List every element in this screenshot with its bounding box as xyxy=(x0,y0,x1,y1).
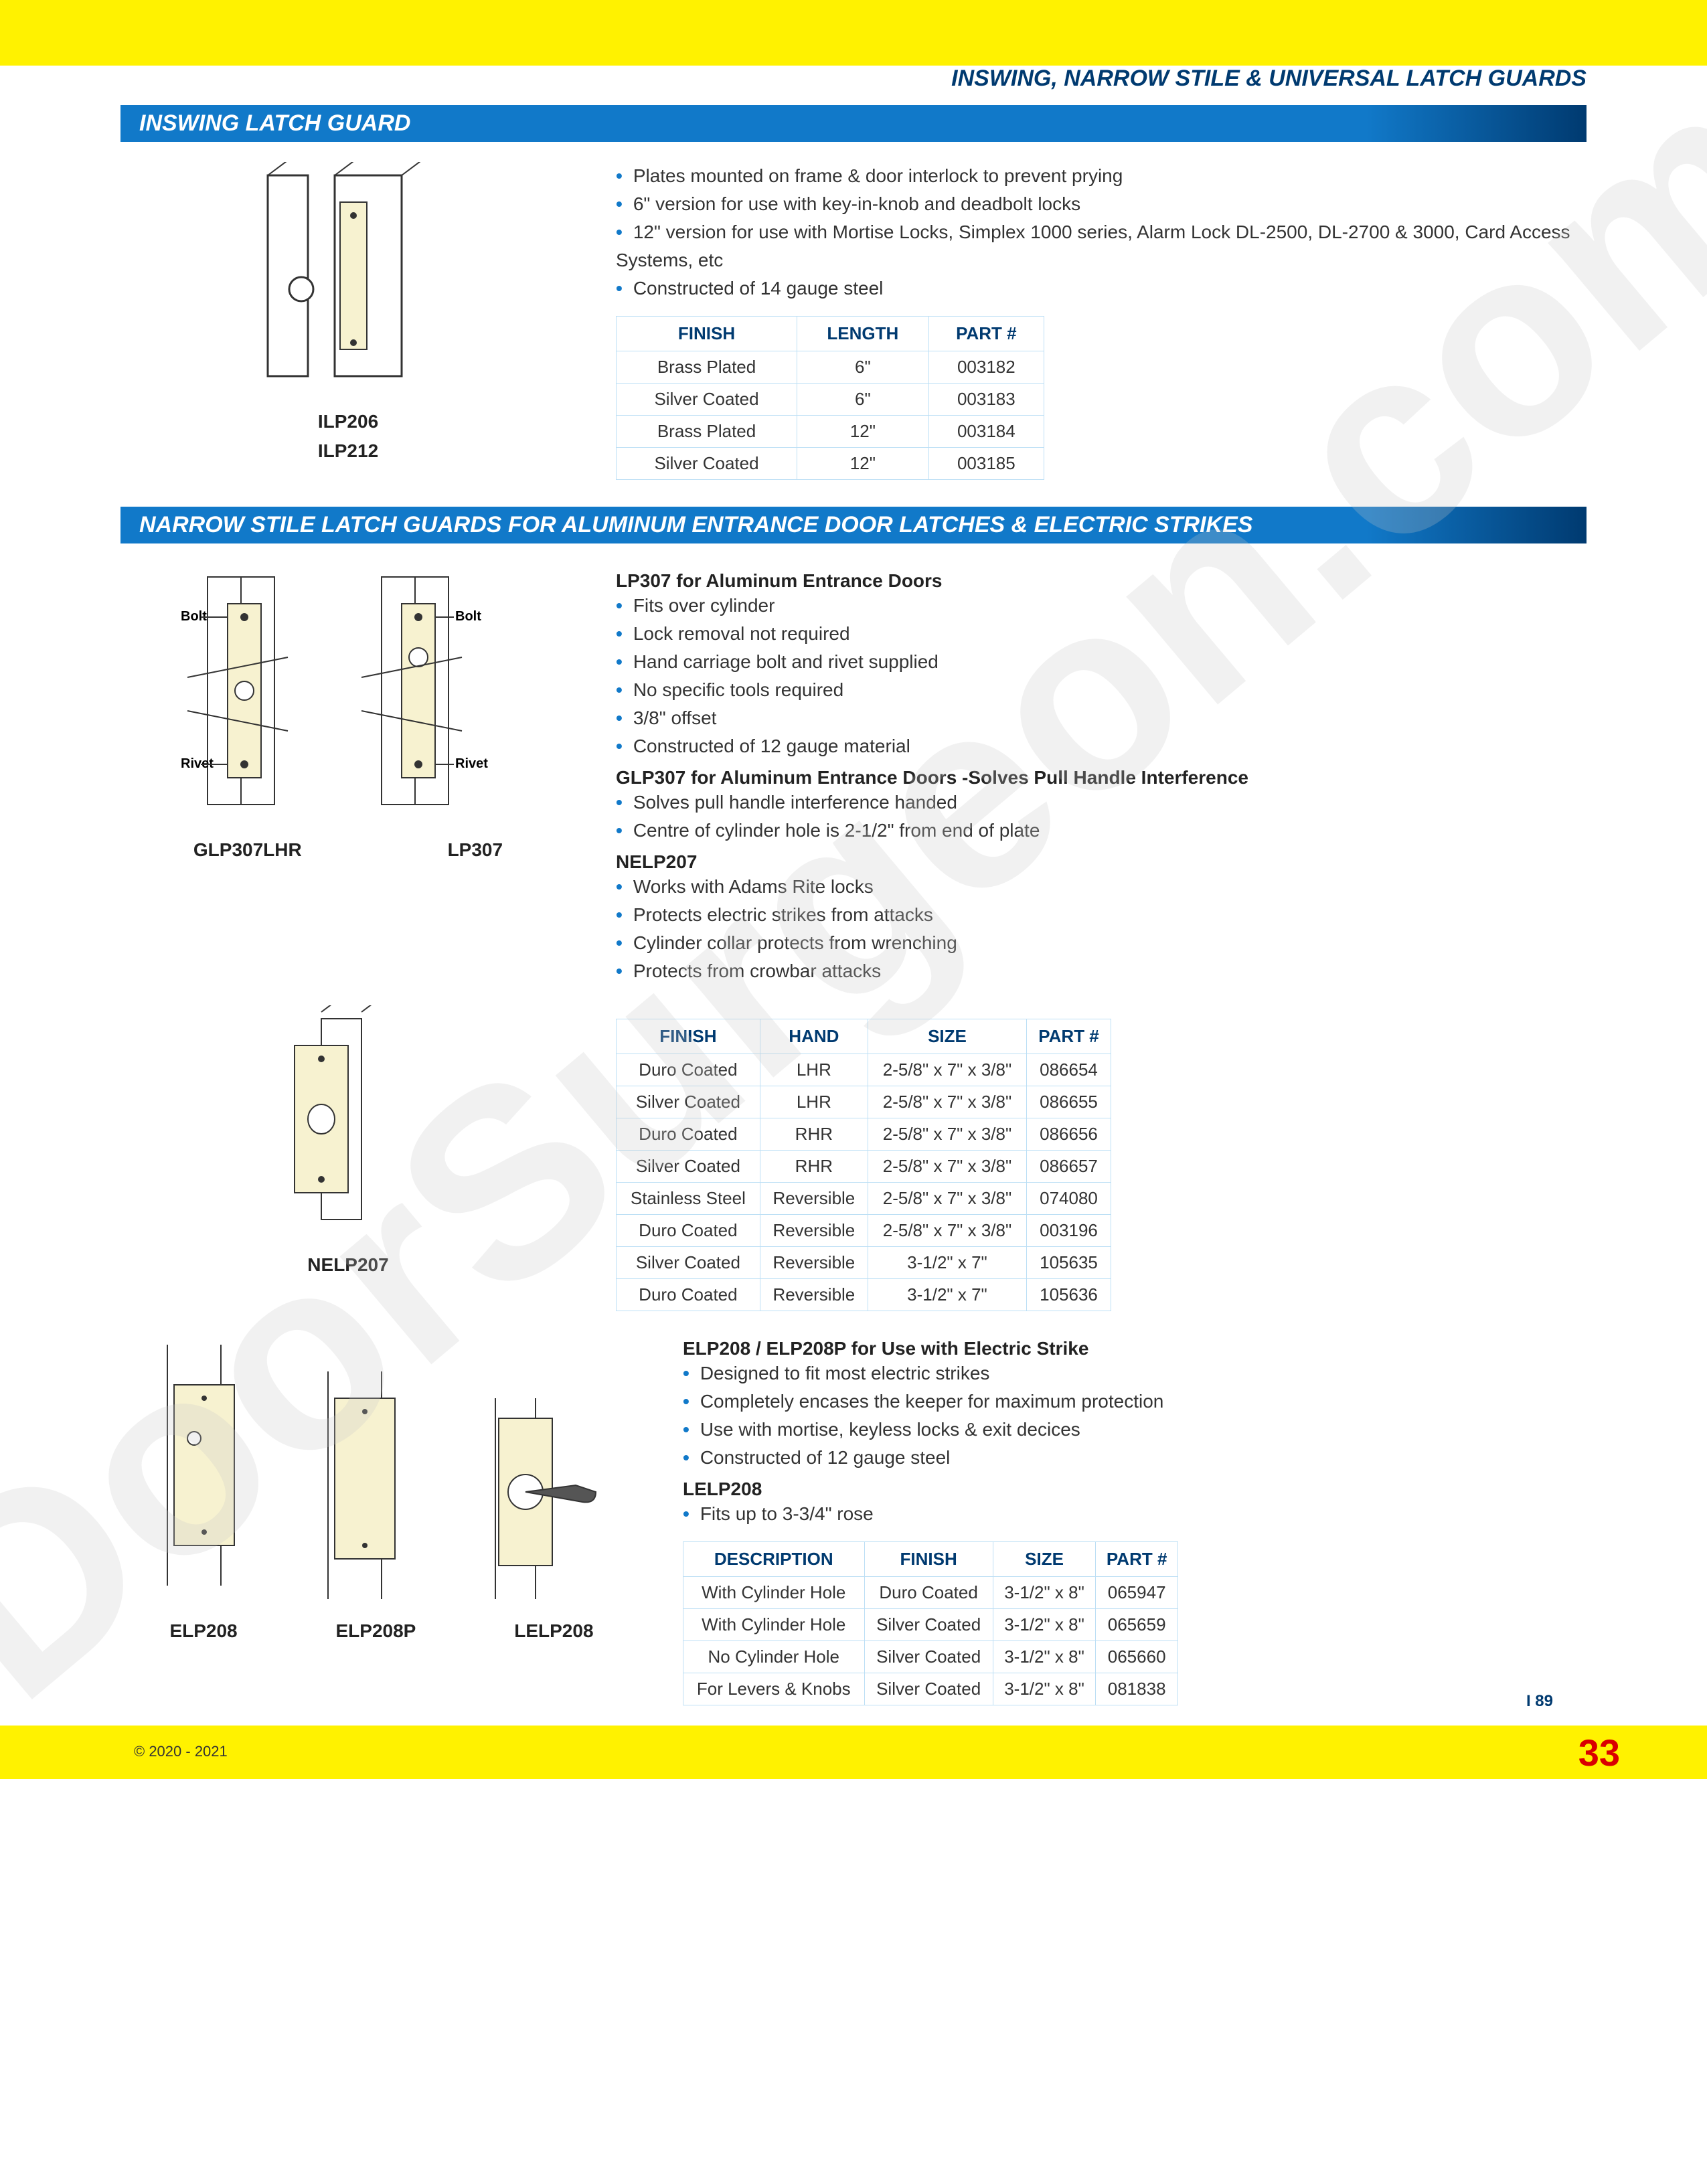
elp208p-caption: ELP208P xyxy=(336,1620,416,1642)
lp307-heading: LP307 for Aluminum Entrance Doors xyxy=(616,570,1587,592)
lelp208-bullets: Fits up to 3-3/4" rose xyxy=(683,1500,1587,1528)
nelp207-caption: NELP207 xyxy=(120,1254,576,1276)
nelp207-heading: NELP207 xyxy=(616,851,1587,873)
lelp208-heading: LELP208 xyxy=(683,1479,1587,1500)
page-title: INSWING, NARROW STILE & UNIVERSAL LATCH … xyxy=(0,66,1707,105)
svg-text:Rivet: Rivet xyxy=(455,756,488,771)
section2-diagram-a: Bolt Rivet Bolt Rivet xyxy=(120,564,576,985)
nelp207-bullets: Works with Adams Rite locksProtects elec… xyxy=(616,873,1587,985)
page-code: I 89 xyxy=(1526,1692,1553,1711)
glp307-heading: GLP307 for Aluminum Entrance Doors -Solv… xyxy=(616,767,1587,788)
section2-table-b: DESCRIPTIONFINISHSIZEPART # With Cylinde… xyxy=(683,1541,1178,1705)
lelp208-caption: LELP208 xyxy=(514,1620,593,1642)
section1-title: INSWING LATCH GUARD xyxy=(120,105,1587,142)
section1-diagram: ILP206 ILP212 xyxy=(120,162,576,480)
nelp207-diagram: NELP207 xyxy=(120,1005,576,1311)
section1-caption1: ILP206 xyxy=(120,411,576,432)
svg-text:Bolt: Bolt xyxy=(455,609,481,624)
section1-table: FINISHLENGTHPART # Brass Plated6"003182 … xyxy=(616,316,1044,480)
elp208-diagram: ELP208 ELP208P LELP208 xyxy=(120,1331,643,1705)
glp307-bullets: Solves pull handle interference handedCe… xyxy=(616,788,1587,845)
section1-caption2: ILP212 xyxy=(120,440,576,462)
elp208-heading: ELP208 / ELP208P for Use with Electric S… xyxy=(683,1338,1587,1359)
section1-bullets: Plates mounted on frame & door interlock… xyxy=(616,162,1587,303)
elp208-caption: ELP208 xyxy=(169,1620,237,1642)
copyright: © 2020 - 2021 xyxy=(134,1743,228,1760)
lp307-bullets: Fits over cylinderLock removal not requi… xyxy=(616,592,1587,760)
lp307-caption: LP307 xyxy=(448,839,503,861)
glp307lhr-caption: GLP307LHR xyxy=(193,839,302,861)
page-number: 33 xyxy=(1578,1731,1620,1774)
top-yellow-bar xyxy=(0,0,1707,66)
elp208-bullets: Designed to fit most electric strikesCom… xyxy=(683,1359,1587,1472)
section2-table-a: FINISHHANDSIZEPART # Duro CoatedLHR2-5/8… xyxy=(616,1019,1111,1311)
bottom-yellow-bar: © 2020 - 2021 33 xyxy=(0,1726,1707,1779)
section2-title: NARROW STILE LATCH GUARDS FOR ALUMINUM E… xyxy=(120,507,1587,543)
